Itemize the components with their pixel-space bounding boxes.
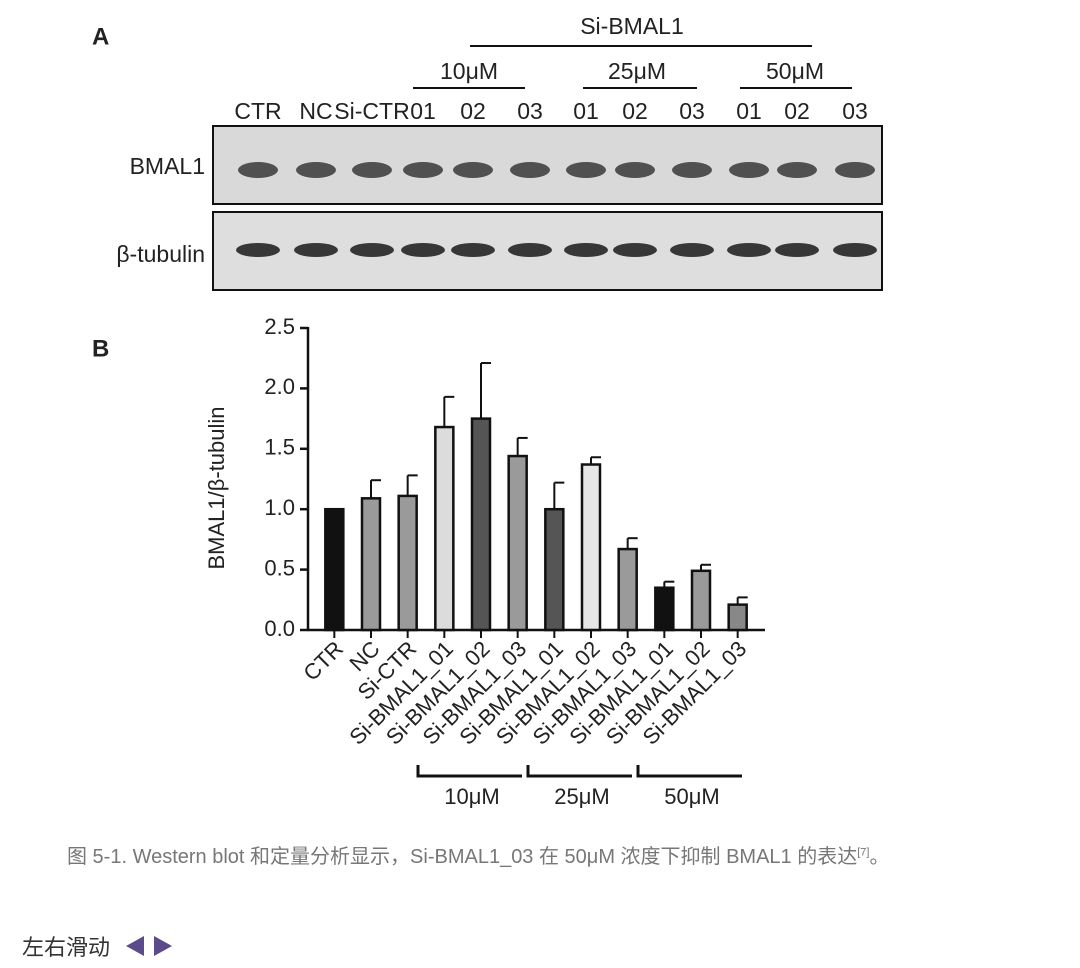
lane-label: Si-CTR xyxy=(334,98,409,124)
treatment-label: Si-BMAL1 xyxy=(580,13,684,39)
band xyxy=(727,243,771,257)
lane-label: 02 xyxy=(460,98,486,124)
band xyxy=(401,243,445,257)
band xyxy=(294,243,338,257)
bar xyxy=(397,494,418,632)
band xyxy=(729,162,769,178)
y-axis-label: BMAL1/β-tubulin xyxy=(204,406,229,569)
panel-label: B xyxy=(92,335,109,362)
bar xyxy=(654,586,675,632)
lane-label: 03 xyxy=(517,98,543,124)
nav-label: 左右滑动 xyxy=(22,935,111,960)
band xyxy=(238,162,278,178)
bar xyxy=(324,507,345,632)
group-label: 10μM xyxy=(444,784,499,809)
band xyxy=(564,243,608,257)
y-tick-label: 1.0 xyxy=(264,495,295,520)
band xyxy=(350,243,394,257)
band xyxy=(451,243,495,257)
panel-label: A xyxy=(92,23,109,50)
lane-label: 01 xyxy=(736,98,762,124)
bar xyxy=(470,417,492,632)
band xyxy=(453,162,493,178)
band xyxy=(672,162,712,178)
band xyxy=(236,243,280,257)
group-label: 25μM xyxy=(554,784,609,809)
band xyxy=(296,162,336,178)
bar xyxy=(580,463,602,632)
nav-arrows xyxy=(126,936,173,956)
band xyxy=(566,162,606,178)
lane-label: CTR xyxy=(234,98,281,124)
x-tick-label: CTR xyxy=(298,636,348,686)
band xyxy=(775,243,819,257)
caption-end: 。 xyxy=(869,846,890,868)
bar xyxy=(507,454,528,632)
lane-label: 01 xyxy=(410,98,436,124)
y-tick-label: 2.5 xyxy=(264,314,295,339)
band xyxy=(670,243,714,257)
y-tick-label: 2.0 xyxy=(264,374,295,399)
row-label: BMAL1 xyxy=(130,153,205,179)
reference[interactable]: [7] xyxy=(857,846,870,859)
band xyxy=(508,243,552,257)
caption-text: 图 5-1. Western blot 和定量分析显示，Si-BMAL1_03 … xyxy=(67,846,858,868)
nav: 左右滑动 xyxy=(22,930,176,962)
band xyxy=(403,162,443,178)
bar xyxy=(544,507,565,632)
bar xyxy=(727,603,748,632)
caption: 图 5-1. Western blot 和定量分析显示，Si-BMAL1_03 … xyxy=(67,840,889,869)
figure: A Si-BMAL1 10μM 25μM 50μM BMAL1 β-tubuli… xyxy=(92,13,883,809)
band xyxy=(777,162,817,178)
y-tick-label: 0.0 xyxy=(264,616,295,641)
lane-label: 02 xyxy=(784,98,810,124)
group-label: 50μM xyxy=(664,784,719,809)
bar xyxy=(434,425,455,632)
lane-label: 03 xyxy=(842,98,868,124)
conc-label: 10μM xyxy=(440,58,498,84)
lane-label: NC xyxy=(299,98,332,124)
y-tick-label: 1.5 xyxy=(264,435,295,460)
y-tick-label: 0.5 xyxy=(264,555,295,580)
bar xyxy=(360,497,382,632)
lane-label: 03 xyxy=(679,98,705,124)
band xyxy=(833,243,877,257)
group-bracket xyxy=(526,765,632,778)
conc-label: 50μM xyxy=(766,58,824,84)
band xyxy=(615,162,655,178)
prev-arrow[interactable] xyxy=(126,936,145,956)
bar xyxy=(617,547,638,632)
next-arrow[interactable] xyxy=(154,936,173,956)
lane-label: 02 xyxy=(622,98,648,124)
band xyxy=(835,162,875,178)
band xyxy=(352,162,392,178)
band xyxy=(613,243,657,257)
group-bracket xyxy=(636,765,742,778)
bar xyxy=(690,569,712,632)
band xyxy=(510,162,550,178)
row-label: β-tubulin xyxy=(116,241,205,267)
lane-label: 01 xyxy=(573,98,599,124)
group-bracket xyxy=(416,765,522,778)
conc-label: 25μM xyxy=(608,58,666,84)
